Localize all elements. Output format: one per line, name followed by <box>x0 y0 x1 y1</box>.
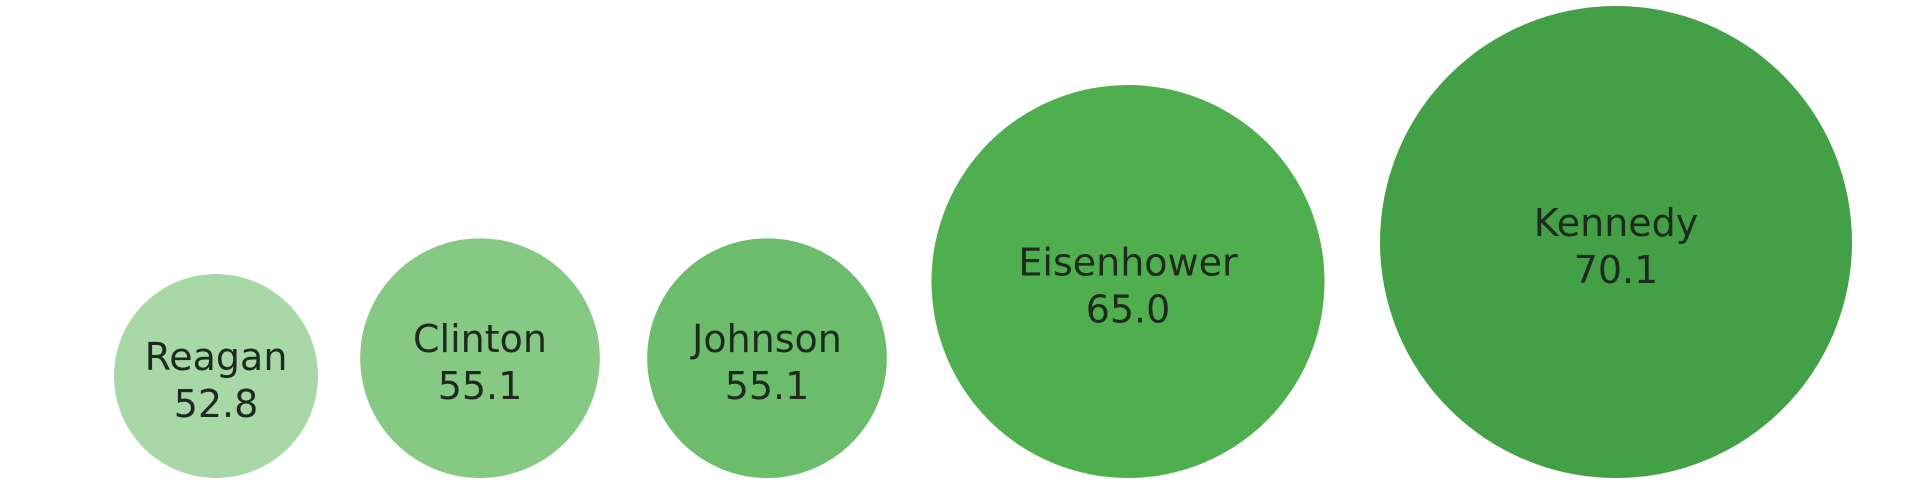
bubble-name-label: Clinton <box>413 317 547 361</box>
bubble-value-label: 55.1 <box>725 364 810 408</box>
bubble-circle <box>114 274 318 478</box>
bubble-value-label: 70.1 <box>1574 248 1659 292</box>
bubble-name-label: Eisenhower <box>1018 241 1238 285</box>
bubble-name-label: Kennedy <box>1534 201 1699 245</box>
bubble-value-label: 55.1 <box>438 364 523 408</box>
bubble-circle <box>931 85 1325 478</box>
bubble-value-label: 52.8 <box>174 382 259 426</box>
bubble-name-label: Reagan <box>145 335 288 379</box>
bubble-circle <box>360 238 600 478</box>
bubble-circle <box>647 238 887 478</box>
bubble-value-label: 65.0 <box>1086 288 1171 332</box>
bubble-circle <box>1380 6 1852 478</box>
bubble-name-label: Johnson <box>690 317 842 361</box>
